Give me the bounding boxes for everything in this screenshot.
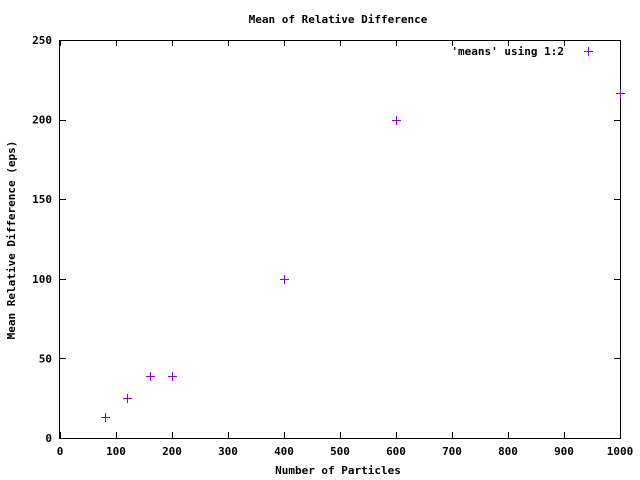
y-axis: 0 50 100 150 200 250 [32,34,620,445]
y-tick-label: 50 [39,352,52,365]
x-axis-label: Number of Particles [275,464,401,477]
x-axis: 0 100 200 300 400 500 600 700 800 900 1000 [57,40,634,458]
data-point-marker [101,413,110,422]
y-tick-label: 100 [32,273,52,286]
legend-marker [584,47,593,56]
y-tick-label: 200 [32,114,52,127]
x-tick-label: 300 [218,445,238,458]
x-tick-label: 400 [274,445,294,458]
plot-area-frame [59,40,621,439]
x-tick-label: 100 [106,445,126,458]
y-tick-label: 0 [45,432,52,445]
x-tick-label: 200 [162,445,182,458]
x-tick-label: 800 [498,445,518,458]
legend-marker-symbol [584,47,593,56]
x-tick-label: 900 [554,445,574,458]
data-point-marker [123,394,132,403]
y-tick-label: 150 [32,193,52,206]
data-point-marker [392,116,401,125]
data-points [101,89,625,422]
x-tick-label: 600 [386,445,406,458]
x-tick-label: 500 [330,445,350,458]
x-tick-label: 1000 [607,445,634,458]
legend: 'means' using 1:2 [451,45,593,58]
data-point-marker [146,372,155,381]
legend-entry-label: 'means' using 1:2 [451,45,564,58]
x-tick-label: 0 [57,445,64,458]
data-point-marker [280,275,289,284]
data-point-marker [616,89,625,98]
y-tick-label: 250 [32,34,52,47]
y-axis-label: Mean Relative Difference (eps) [5,141,18,340]
chart-title: Mean of Relative Difference [249,13,428,26]
data-point-marker [168,372,177,381]
x-tick-label: 700 [442,445,462,458]
